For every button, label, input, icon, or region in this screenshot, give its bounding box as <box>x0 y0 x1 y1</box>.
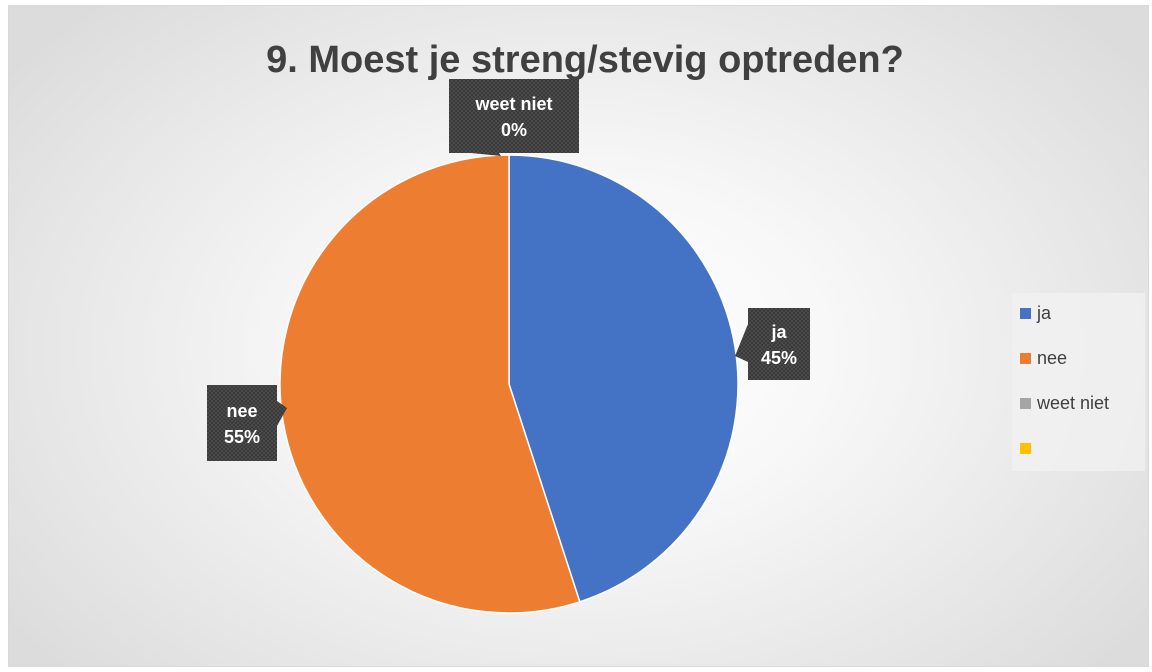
legend-item-weet-niet: weet niet <box>1020 393 1109 413</box>
data-label-value: 0% <box>501 120 527 140</box>
chart-title: 9. Moest je streng/stevig optreden? <box>266 39 904 81</box>
legend-item-ja: ja <box>1020 303 1052 323</box>
data-label-pointer <box>471 153 501 156</box>
data-label-box <box>748 308 810 380</box>
legend-swatch <box>1020 353 1031 364</box>
data-label-ja: ja 45% <box>735 308 810 380</box>
data-label-value: 55% <box>224 427 260 447</box>
legend-label: nee <box>1037 348 1067 368</box>
data-label-value: 45% <box>761 348 797 368</box>
data-label-category: weet niet <box>474 94 552 114</box>
pie-slice-ja <box>508 154 739 603</box>
data-label-weet-niet: weet niet 0% <box>449 79 579 156</box>
legend-swatch <box>1020 398 1031 409</box>
data-label-box <box>207 385 277 461</box>
data-label-pointer <box>277 401 287 426</box>
data-label-category: nee <box>226 401 257 421</box>
legend-swatch <box>1020 443 1031 454</box>
legend-label: ja <box>1036 303 1052 323</box>
legend-item-nee: nee <box>1020 348 1067 368</box>
legend-label: weet niet <box>1036 393 1109 413</box>
chart-area: 9. Moest je streng/stevig optreden? ja 45… <box>8 5 1149 667</box>
data-labels: ja 45% nee 55% weet niet 0% <box>207 79 810 461</box>
pie-slice-nee <box>279 154 581 614</box>
legend: ja nee weet niet <box>1012 293 1145 471</box>
legend-swatch <box>1020 308 1031 319</box>
pie-chart: 9. Moest je streng/stevig optreden? ja 45… <box>207 39 1145 614</box>
pie-slices <box>279 154 739 614</box>
legend-box <box>1012 293 1145 471</box>
data-label-nee: nee 55% <box>207 385 287 461</box>
data-label-category: ja <box>770 322 787 342</box>
data-label-pointer <box>735 324 748 362</box>
legend-item-blank <box>1020 443 1031 454</box>
data-label-box <box>449 79 579 153</box>
